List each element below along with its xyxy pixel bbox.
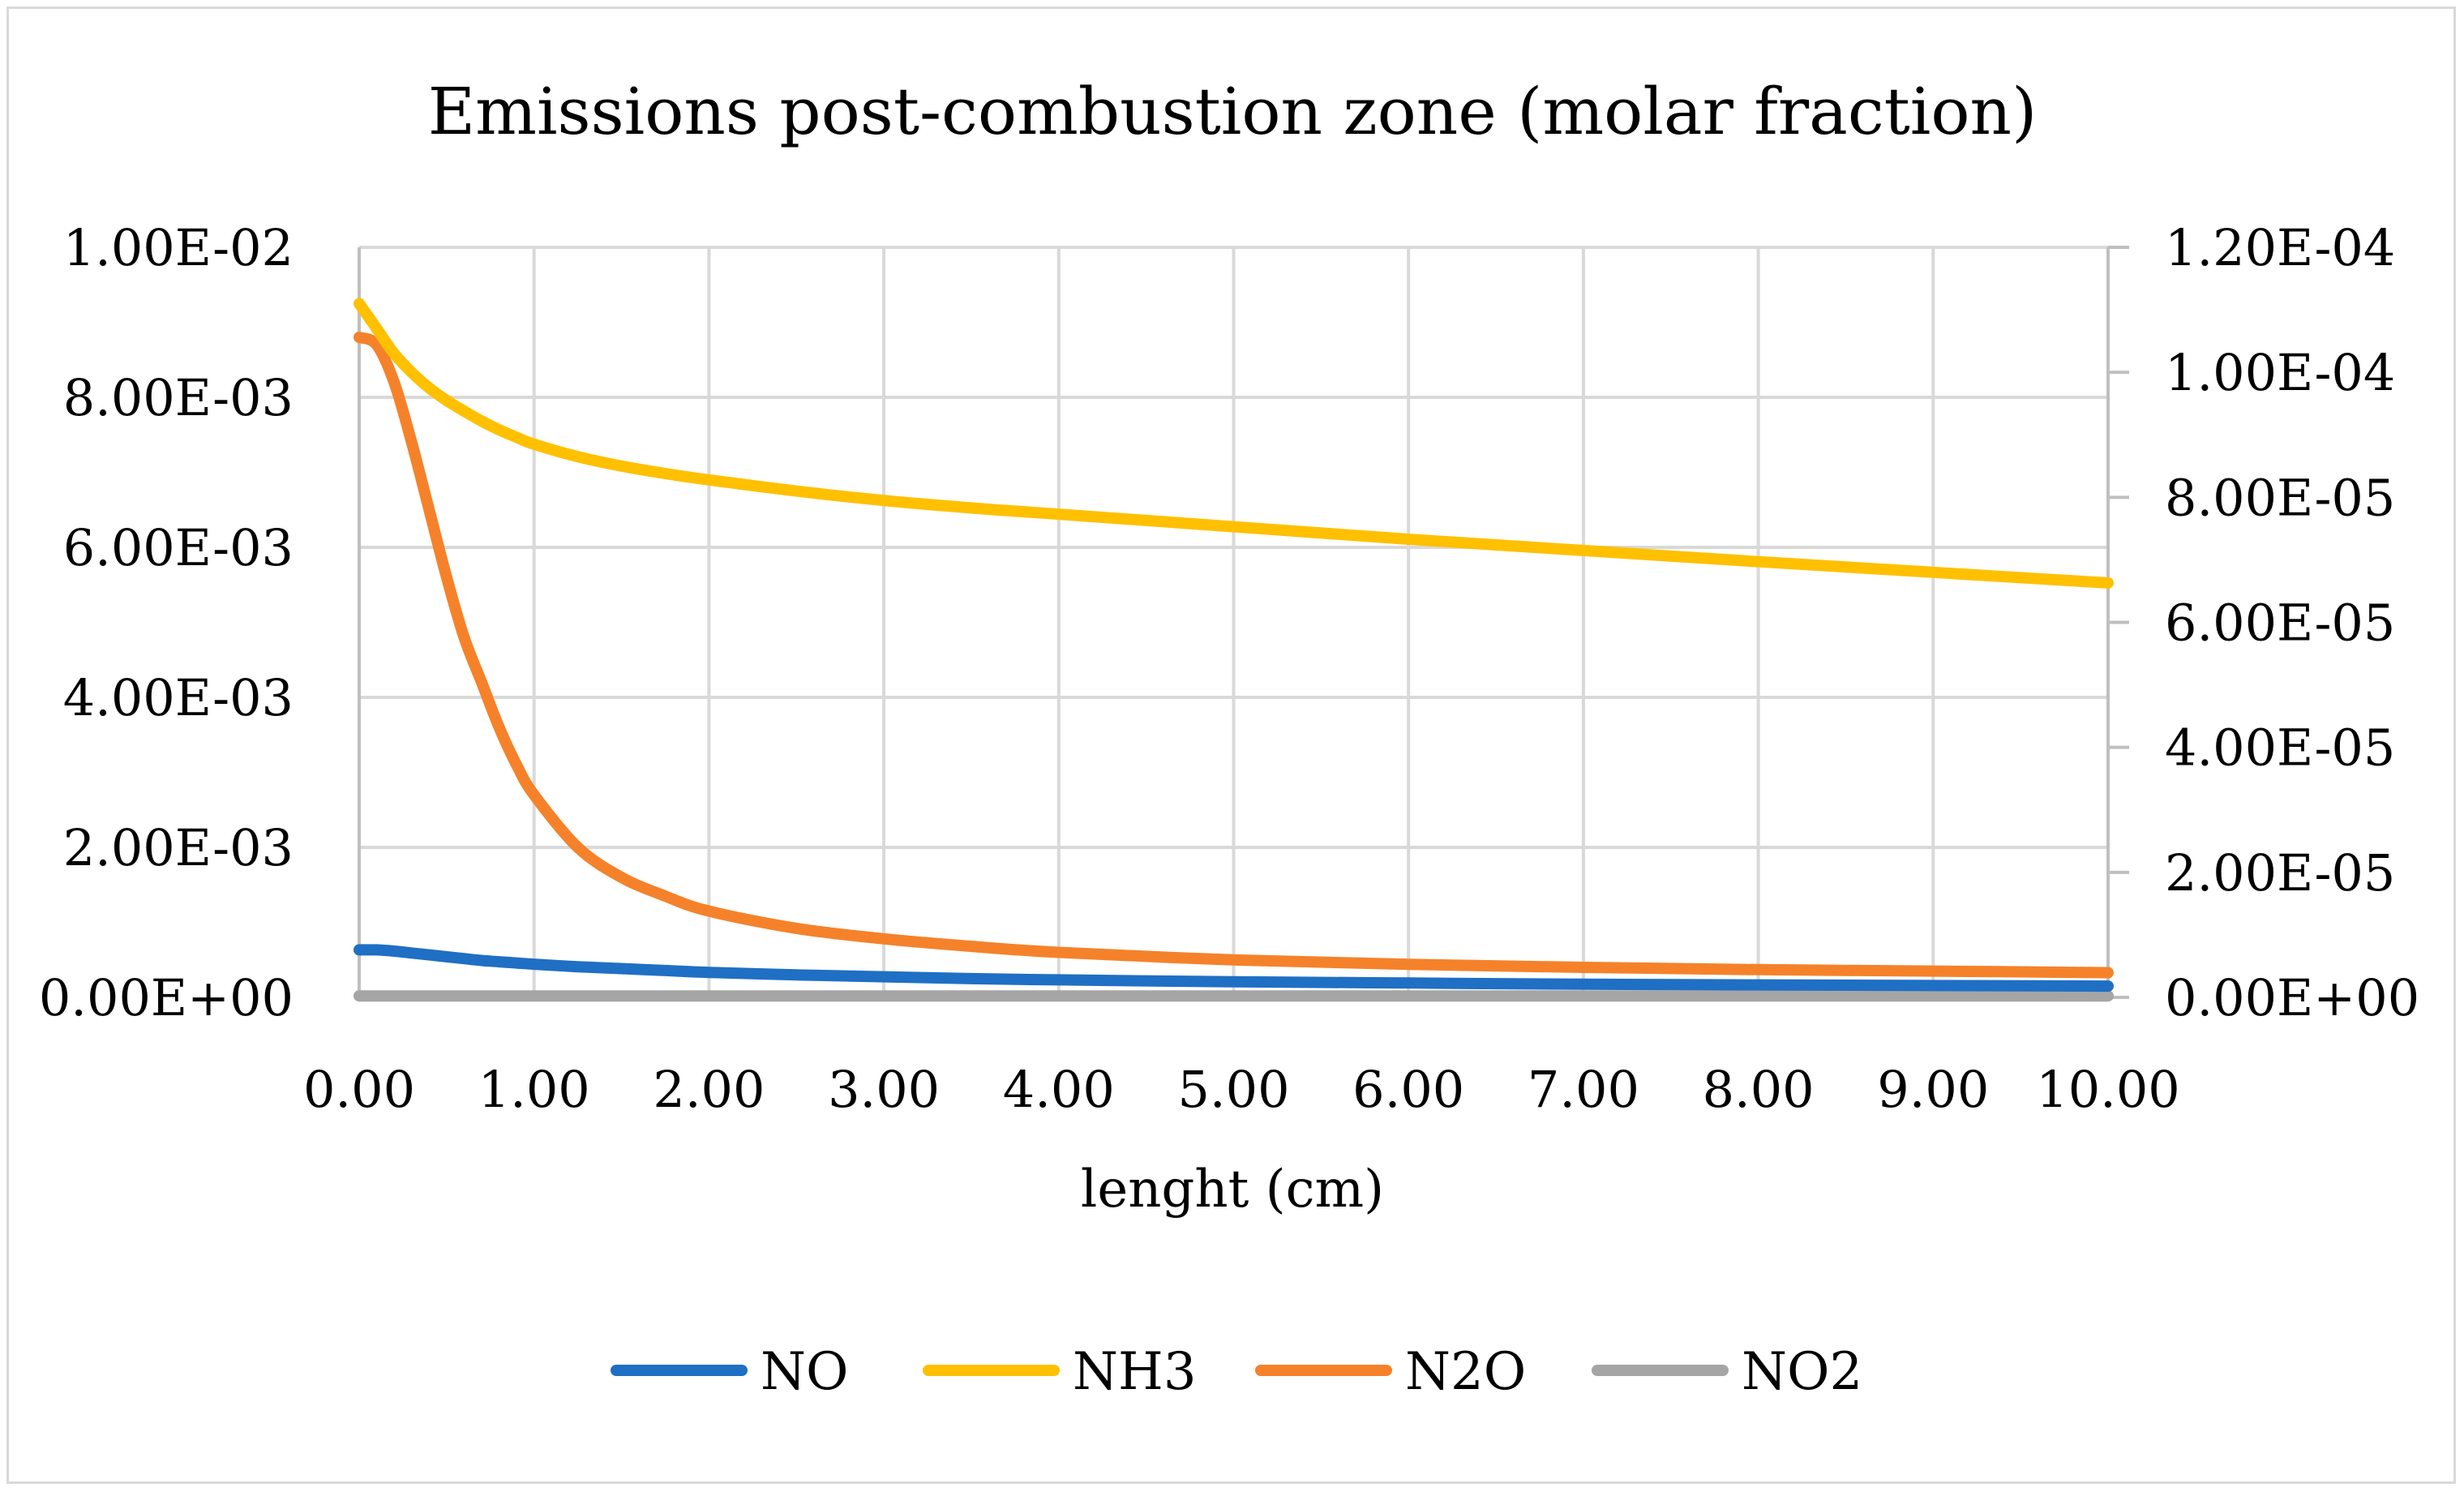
right-axis-tick-label: 1.00E-04 — [2165, 343, 2395, 402]
x-axis-tick-label: 1.00 — [478, 1060, 590, 1119]
legend: NO NH3 N2O NO2 — [611, 1342, 1862, 1402]
left-axis-tick-label: 1.00E-02 — [63, 218, 294, 277]
x-axis-tick-label: 4.00 — [1003, 1060, 1115, 1119]
series-lines — [354, 298, 2114, 1002]
right-axis-tick-label: 1.20E-04 — [2165, 218, 2395, 277]
left-axis-tick-label: 4.00E-03 — [63, 668, 294, 727]
chart-title: Emissions post-combustion zone (molar fr… — [428, 74, 2038, 149]
x-axis-tick-label: 10.00 — [2036, 1060, 2180, 1119]
left-axis-tick-label: 6.00E-03 — [63, 518, 294, 577]
x-axis-tick-label: 0.00 — [303, 1060, 415, 1119]
left-axis-tick-label: 2.00E-03 — [63, 818, 294, 877]
right-axis-tick-label: 0.00E+00 — [2165, 968, 2419, 1027]
x-axis-tick-label: 7.00 — [1528, 1060, 1639, 1119]
right-axis-tick-label: 4.00E-05 — [2165, 718, 2395, 778]
x-axis-tick-label: 5.00 — [1177, 1060, 1289, 1119]
legend-label-no: NO — [761, 1342, 848, 1402]
right-axis-tick-label: 6.00E-05 — [2165, 594, 2395, 653]
right-axis-tick-label: 2.00E-05 — [2165, 843, 2395, 902]
legend-label-nh3: NH3 — [1073, 1342, 1197, 1402]
left-axis-tick-label: 0.00E+00 — [39, 968, 294, 1027]
x-axis-tick-label: 8.00 — [1703, 1060, 1815, 1119]
chart-frame — [6, 6, 2456, 1484]
x-axis-tick-label: 3.00 — [828, 1060, 940, 1119]
left-axis-ticks: 0.00E+00 2.00E-03 4.00E-03 6.00E-03 8.00E-03… — [39, 218, 294, 1027]
legend-label-n2o: N2O — [1405, 1342, 1526, 1402]
x-axis-tick-label: 2.00 — [653, 1060, 765, 1119]
x-axis-label: lenght (cm) — [1081, 1160, 1384, 1220]
x-axis-tick-label: 6.00 — [1352, 1060, 1464, 1119]
series-line-n2o — [354, 332, 2114, 979]
left-axis-tick-label: 8.00E-03 — [63, 368, 294, 427]
right-axis-ticks: 0.00E+00 2.00E-05 4.00E-05 6.00E-05 8.00E-05… — [2108, 218, 2419, 1027]
grid-lines — [358, 246, 2110, 999]
right-axis-tick-label: 8.00E-05 — [2165, 468, 2395, 527]
series-line-nh3 — [354, 298, 2114, 589]
x-axis-tick-label: 9.00 — [1877, 1060, 1989, 1119]
x-axis-ticks: 0.00 1.00 2.00 3.00 4.00 5.00 6.00 7.00 8.00 9.00… — [303, 1060, 2180, 1119]
legend-label-no2: NO2 — [1742, 1342, 1862, 1402]
series-line-no — [354, 944, 2114, 993]
